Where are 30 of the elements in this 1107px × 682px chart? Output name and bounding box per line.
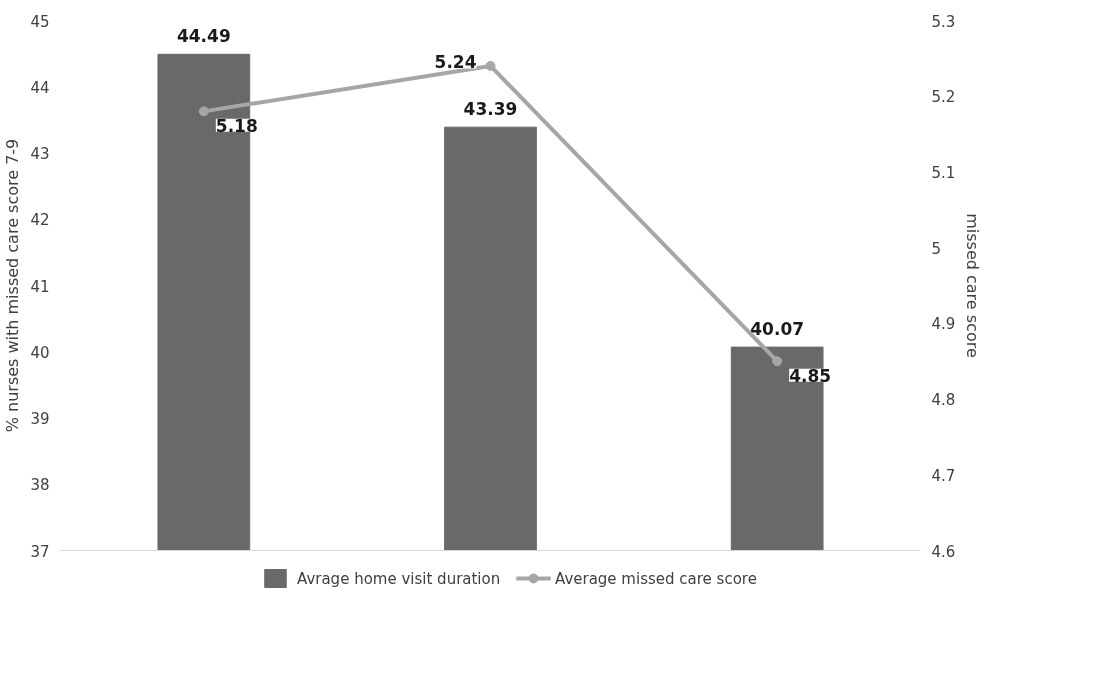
y-tick-label: 38 xyxy=(30,476,50,495)
y2-tick-label: 4.7 xyxy=(931,466,956,485)
point xyxy=(198,106,209,117)
data-label: 5.18 xyxy=(215,115,258,136)
y-tick-label: 43 xyxy=(30,145,50,163)
legend-label: Average missed care score xyxy=(555,569,757,588)
y-tick-label: 42 xyxy=(30,211,50,230)
y-tick-label: 40 xyxy=(30,343,50,362)
y-tick-label: 41 xyxy=(30,277,50,296)
data-label: 5.24 xyxy=(434,52,477,73)
y2-tick-label: 4.6 xyxy=(931,542,956,561)
y2-tick-label: 5.3 xyxy=(931,12,956,31)
data-label: 40.07 xyxy=(750,319,805,340)
y-tick-label: 37 xyxy=(30,542,50,561)
y2-axis-title: missed care score xyxy=(963,213,983,358)
y2-tick-label: 5.1 xyxy=(931,163,956,182)
data-label: 43.39 xyxy=(463,99,518,120)
legend-label: Avrage home visit duration xyxy=(297,569,501,588)
point xyxy=(772,356,783,367)
data-label: 4.85 xyxy=(789,365,832,386)
y2-tick-label: 4.8 xyxy=(931,391,956,410)
data-label: 44.49 xyxy=(176,26,231,47)
y-tick-label: 39 xyxy=(30,410,50,428)
y-axis-title: % nurses with missed care score 7-9 xyxy=(3,138,23,433)
point xyxy=(485,60,496,71)
y2-tick-label: 5.2 xyxy=(931,88,956,107)
y2-tick-label: 5 xyxy=(931,239,942,258)
y-tick-label: 45 xyxy=(30,12,50,31)
y2-tick-label: 4.9 xyxy=(931,315,956,334)
y-tick-label: 44 xyxy=(30,78,50,97)
